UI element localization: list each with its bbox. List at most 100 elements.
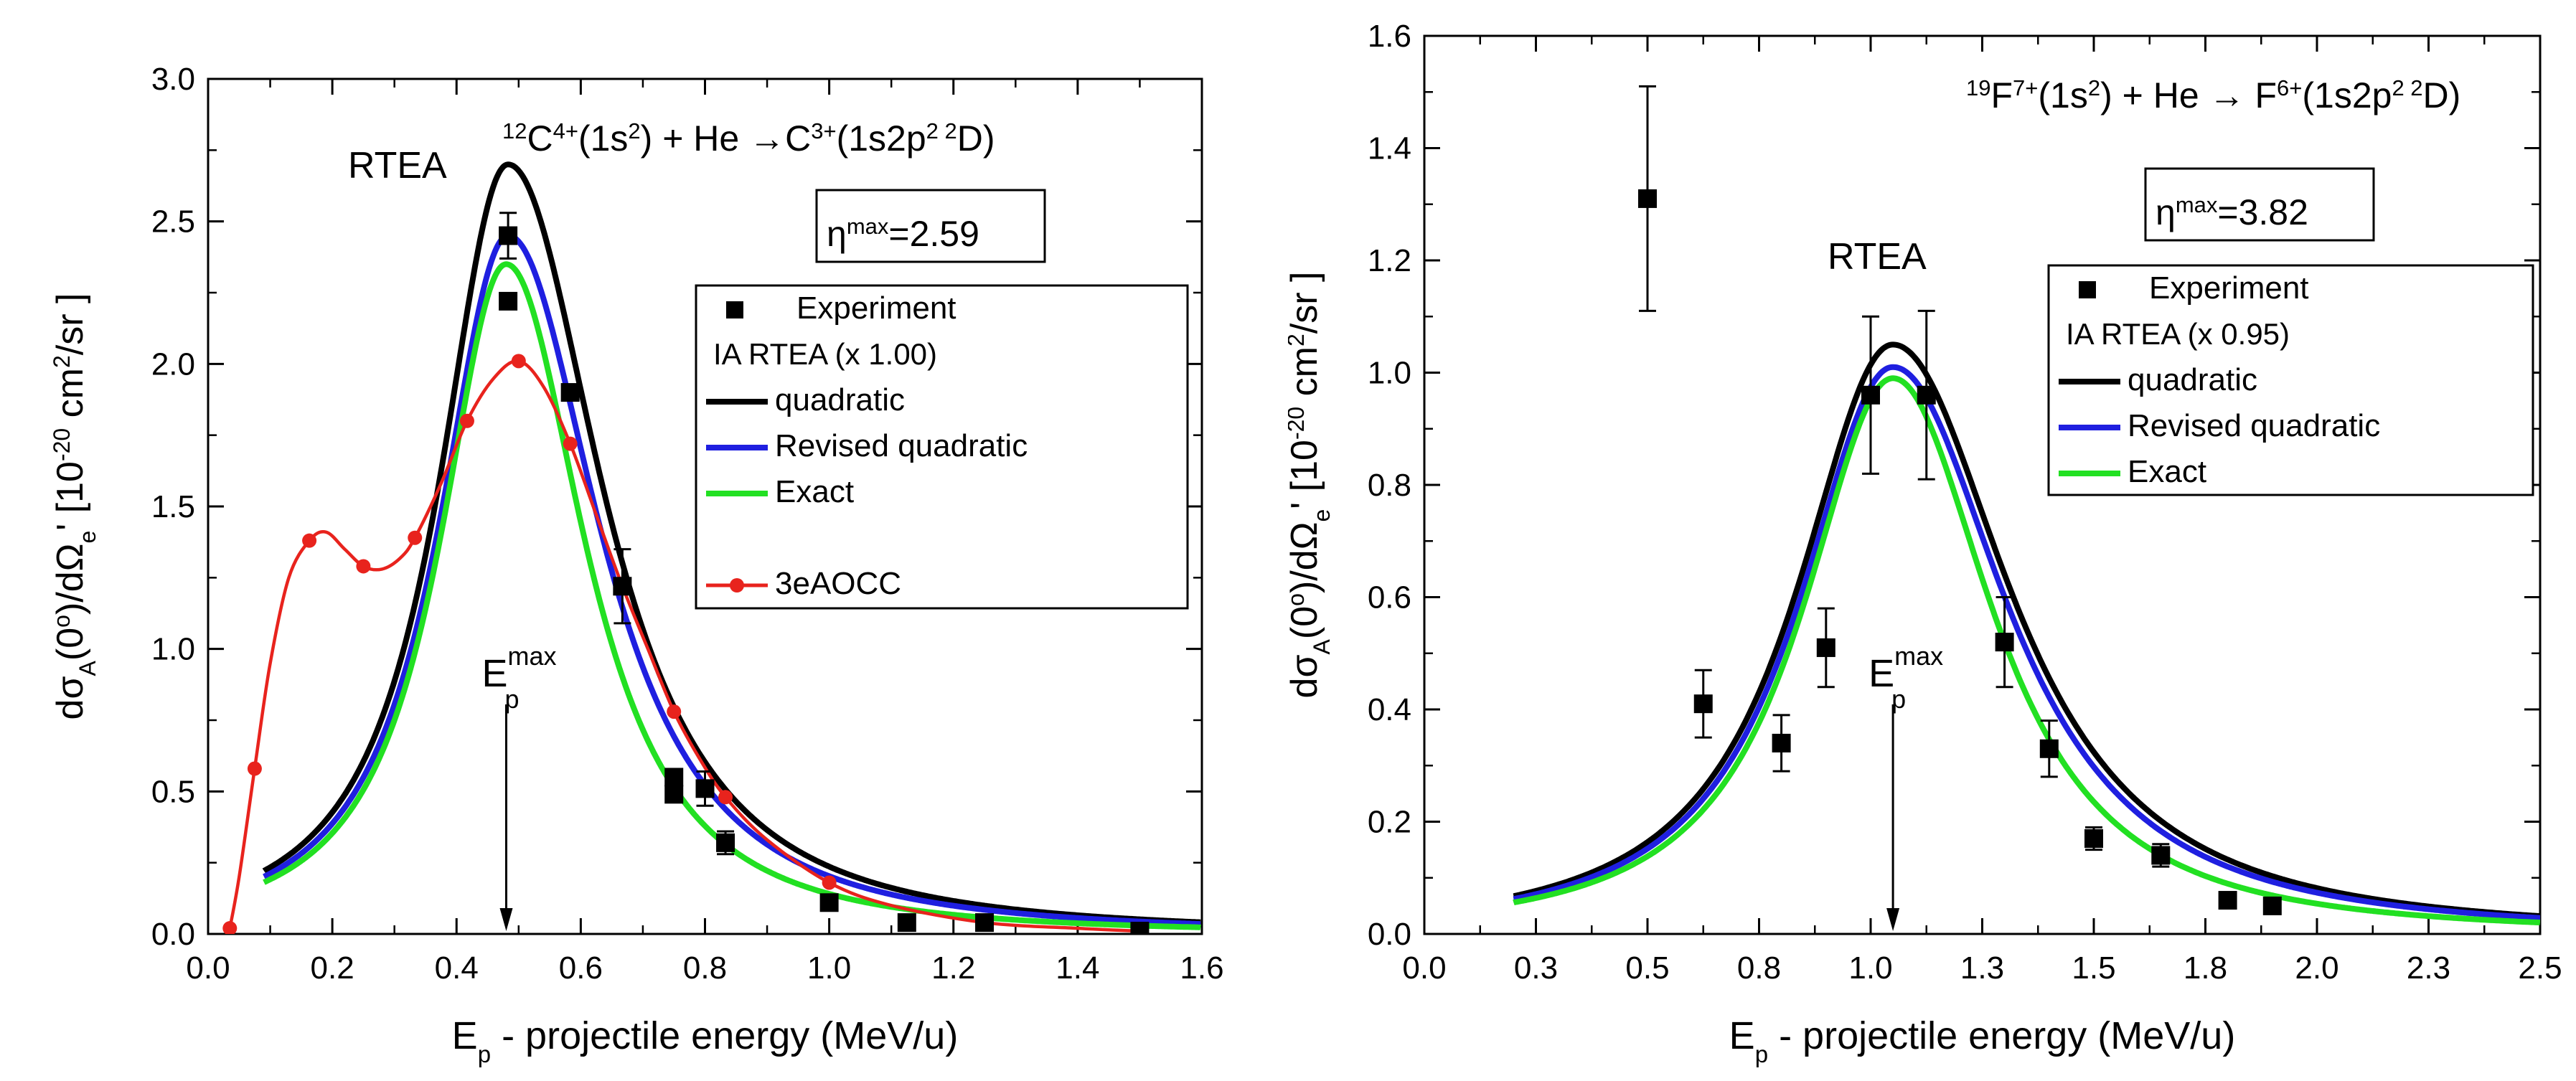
experiment-point	[664, 785, 684, 804]
curve-exact	[1513, 375, 2540, 926]
x-tick-label: 1.0	[807, 950, 851, 986]
chart-svg-fluorine: 0.0 0.3 0.5 0.8 1.0 1.3 1.5 1.8 2.0 2.3 2.5 0.0 0.2 0…	[1283, 19, 2562, 1067]
ep-max-label-sup: max	[1894, 641, 1943, 671]
y-tick-label: 0.6	[1368, 580, 1411, 615]
eta-max-box	[2144, 167, 2375, 242]
y-axis-label: dσA(0o)/dΩe' [10-20 cm2/sr ]	[1288, 272, 1335, 699]
x-tick-label: 1.6	[1180, 950, 1223, 986]
x-tick-label: 2.3	[2407, 950, 2450, 986]
aocc-point	[356, 559, 371, 574]
rtea-label: RTEA	[1828, 236, 1927, 278]
plot-area	[222, 161, 1201, 934]
legend-experiment-marker	[726, 301, 743, 318]
y-tick-label: 1.0	[151, 632, 195, 667]
experiment-point	[1693, 694, 1713, 714]
experiment-point	[2084, 829, 2103, 848]
aocc-point	[563, 436, 578, 451]
legend-exact-label: Exact	[2128, 454, 2206, 489]
x-tick-label: 0.0	[1402, 950, 1446, 986]
ep-max-arrow-head	[499, 908, 513, 931]
aocc-point	[822, 875, 837, 890]
legend-ia-header: IA RTEA (x 1.00)	[713, 337, 937, 371]
x-axis-label: Ep - projectile energy (MeV/u)	[452, 1014, 959, 1067]
experiment-point	[2039, 739, 2059, 758]
legend-experiment-marker	[2079, 281, 2096, 298]
experiment-point	[716, 833, 735, 852]
eta-max-label: ηmax=2.59	[827, 214, 979, 255]
y-tick-label: 1.5	[151, 489, 195, 524]
curve-revised	[1513, 364, 2540, 921]
aocc-point	[222, 921, 238, 934]
x-tick-label: 1.0	[1848, 950, 1892, 986]
y-tick-label: 1.4	[1368, 131, 1411, 166]
chart-panel-fluorine: 0.0 0.3 0.5 0.8 1.0 1.3 1.5 1.8 2.0 2.3 2.5 0.0 0.2 0…	[1283, 0, 2576, 1077]
legend-aocc-label: 3eAOCC	[775, 566, 901, 601]
y-tick-label: 1.0	[1368, 356, 1411, 391]
x-tick-label: 0.3	[1514, 950, 1558, 986]
x-tick-label: 1.4	[1056, 950, 1099, 986]
eta-max-box	[815, 189, 1046, 263]
curve-revised	[263, 232, 1201, 927]
ep-max-label-base: E	[1868, 652, 1894, 695]
aocc-point	[511, 354, 526, 369]
experiment-point	[1861, 385, 1880, 405]
y-tick-label: 1.2	[1368, 243, 1411, 278]
rtea-label: RTEA	[348, 145, 447, 187]
experiment-point	[1772, 733, 1791, 752]
y-tick-label: 2.0	[151, 346, 195, 382]
experiment-point	[1917, 385, 1936, 405]
x-tick-label: 0.4	[435, 950, 479, 986]
x-tick-label: 2.5	[2518, 950, 2562, 986]
experiment-point	[1995, 633, 2014, 652]
experiment-point	[819, 893, 839, 912]
ep-max-label-base: E	[482, 652, 508, 695]
y-tick-label: 3.0	[151, 62, 195, 97]
legend-experiment-label: Experiment	[796, 291, 956, 326]
x-tick-label: 0.5	[1625, 950, 1669, 986]
aocc-point	[302, 533, 317, 548]
experiment-point	[2218, 891, 2237, 910]
chart-panel-carbon: 0.0 0.2 0.4 0.6 0.8 1.0 1.2 1.4 1.6 0.0 0.5 1.0 1.5 2…	[0, 0, 1288, 1077]
legend-quadratic-label: quadratic	[775, 382, 905, 417]
x-tick-label: 0.8	[1737, 950, 1781, 986]
legend-revised-label: Revised quadratic	[2128, 408, 2380, 443]
ep-max-arrow-head	[1886, 908, 1900, 931]
y-axis-label-group: dσA(0o)/dΩe' [10-20 cm2/sr ]	[1283, 272, 1335, 699]
experiment-point	[1638, 189, 1657, 208]
ep-max-label-sub: p	[505, 684, 520, 714]
reaction-label: 12C4+(1s2) + He →C3+(1s2p2 2D)	[502, 118, 995, 159]
y-tick-label: 0.0	[151, 917, 195, 952]
y-tick-label: 2.5	[151, 204, 195, 240]
experiment-point	[1816, 638, 1835, 657]
x-tick-label: 0.8	[683, 950, 727, 986]
curve-quadratic	[1513, 341, 2540, 920]
y-axis-label: dσA(0o)/dΩe' [10-20 cm2/sr ]	[49, 293, 100, 720]
experiment-point	[2151, 846, 2171, 865]
y-tick-label: 0.4	[1368, 692, 1411, 727]
x-tick-label: 0.2	[311, 950, 354, 986]
x-tick-label: 0.6	[559, 950, 603, 986]
x-tick-label: 1.2	[931, 950, 975, 986]
x-tick-label: 1.8	[2184, 950, 2227, 986]
aocc-point	[459, 413, 474, 428]
legend-quadratic-label: quadratic	[2128, 362, 2257, 397]
experiment-point	[499, 226, 518, 245]
aocc-point	[408, 530, 423, 545]
y-tick-label: 1.6	[1368, 19, 1411, 54]
y-tick-label: 0.5	[151, 774, 195, 809]
legend-ia-header: IA RTEA (x 0.95)	[2066, 317, 2290, 351]
y-tick-label: 0.2	[1368, 805, 1411, 840]
eta-max-label: ηmax=3.82	[2156, 192, 2308, 233]
experiment-point	[613, 577, 632, 596]
legend-experiment-label: Experiment	[2149, 270, 2309, 306]
ep-max-label-sub: p	[1891, 684, 1906, 714]
experiment-point	[499, 291, 518, 311]
reaction-label: 19F7+(1s2) + He → F6+(1s2p2 2D)	[1966, 75, 2460, 116]
legend-revised-label: Revised quadratic	[775, 428, 1028, 463]
aocc-point	[667, 704, 682, 719]
experiment-point	[695, 779, 715, 798]
aocc-point	[718, 790, 733, 805]
y-tick-label: 0.8	[1368, 468, 1411, 503]
legend-box	[2047, 264, 2534, 496]
x-tick-label: 2.0	[2295, 950, 2338, 986]
